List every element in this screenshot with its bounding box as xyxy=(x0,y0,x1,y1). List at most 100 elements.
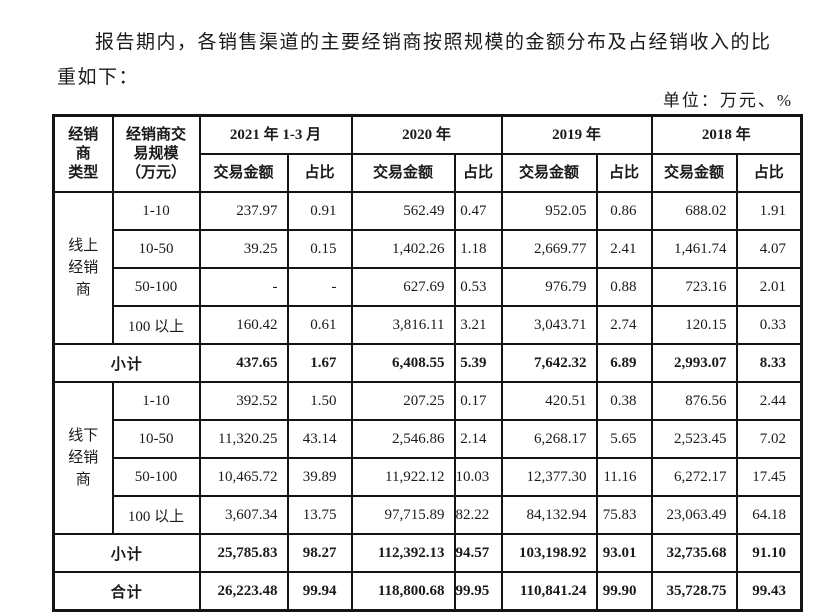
table-header: 经销 商 类型 经销商交 易规模 （万元） 2021 年 1-3 月 2020 … xyxy=(52,114,803,193)
amount-cell: 1,402.26 xyxy=(350,229,456,269)
amount-cell: 7,642.32 xyxy=(500,343,598,383)
amount-cell: 160.42 xyxy=(198,305,289,345)
ratio-cell: 99.43 xyxy=(735,571,803,612)
ratio-cell: 10.03 xyxy=(453,457,503,497)
amount-cell: 35,728.75 xyxy=(650,571,738,612)
amount-cell: 1,461.74 xyxy=(650,229,738,269)
distributor-table: 经销 商 类型 经销商交 易规模 （万元） 2021 年 1-3 月 2020 … xyxy=(52,114,804,612)
amount-cell: 2,993.07 xyxy=(650,343,738,383)
dealer-type-online-cell: 线上 经销 商 xyxy=(52,191,114,345)
amount-cell: 2,523.45 xyxy=(650,419,738,459)
header-ratio-2018: 占比 xyxy=(735,153,803,193)
ratio-cell: 4.07 xyxy=(735,229,803,269)
amount-cell: 103,198.92 xyxy=(500,533,598,573)
amount-cell: 437.65 xyxy=(198,343,289,383)
scale-cell: 100 以上 xyxy=(111,305,201,345)
ratio-cell: 0.86 xyxy=(595,191,653,231)
ratio-cell: 3.21 xyxy=(453,305,503,345)
amount-cell: 26,223.48 xyxy=(198,571,289,612)
amount-cell: 207.25 xyxy=(350,381,456,421)
ratio-cell: 2.74 xyxy=(595,305,653,345)
ratio-cell: 0.15 xyxy=(286,229,353,269)
header-ratio-2021: 占比 xyxy=(286,153,353,193)
scale-cell: 50-100 xyxy=(111,267,201,307)
header-amount-2019: 交易金额 xyxy=(500,153,598,193)
amount-cell: 876.56 xyxy=(650,381,738,421)
ratio-cell: 8.33 xyxy=(735,343,803,383)
header-ratio-2019: 占比 xyxy=(595,153,653,193)
ratio-cell: 99.95 xyxy=(453,571,503,612)
amount-cell: 32,735.68 xyxy=(650,533,738,573)
ratio-cell: - xyxy=(286,267,353,307)
header-amount-2021: 交易金额 xyxy=(198,153,289,193)
amount-cell: 627.69 xyxy=(350,267,456,307)
ratio-cell: 98.27 xyxy=(286,533,353,573)
ratio-cell: 0.33 xyxy=(735,305,803,345)
ratio-cell: 99.90 xyxy=(595,571,653,612)
amount-cell: 3,816.11 xyxy=(350,305,456,345)
ratio-cell: 6.89 xyxy=(595,343,653,383)
header-amount-2018: 交易金额 xyxy=(650,153,738,193)
ratio-cell: 1.18 xyxy=(453,229,503,269)
ratio-cell: 82.22 xyxy=(453,495,503,535)
scale-cell: 100 以上 xyxy=(111,495,201,535)
ratio-cell: 39.89 xyxy=(286,457,353,497)
ratio-cell: 0.61 xyxy=(286,305,353,345)
amount-cell: 25,785.83 xyxy=(198,533,289,573)
scale-cell: 50-100 xyxy=(111,457,201,497)
ratio-cell: 1.67 xyxy=(286,343,353,383)
header-period-2020: 2020 年 xyxy=(350,114,503,155)
amount-cell: 39.25 xyxy=(198,229,289,269)
header-row-periods: 经销 商 类型 经销商交 易规模 （万元） 2021 年 1-3 月 2020 … xyxy=(52,114,803,193)
header-period-2018: 2018 年 xyxy=(650,114,803,155)
ratio-cell: 0.91 xyxy=(286,191,353,231)
ratio-cell: 17.45 xyxy=(735,457,803,497)
amount-cell: 118,800.68 xyxy=(350,571,456,612)
table-row: 50-100 - - 627.69 0.53 976.79 0.88 723.1… xyxy=(54,267,803,307)
amount-cell: 6,272.17 xyxy=(650,457,738,497)
header-amount-2020: 交易金额 xyxy=(350,153,456,193)
ratio-cell: 75.83 xyxy=(595,495,653,535)
header-ratio-2020: 占比 xyxy=(453,153,503,193)
amount-cell: 84,132.94 xyxy=(500,495,598,535)
amount-cell: - xyxy=(198,267,289,307)
document-page: 报告期内，各销售渠道的主要经销商按照规模的金额分布及占经销收入的比 重如下： 单… xyxy=(52,25,804,612)
amount-cell: 2,546.86 xyxy=(350,419,456,459)
dealer-type-offline-cell: 线下 经销 商 xyxy=(52,381,114,535)
ratio-cell: 64.18 xyxy=(735,495,803,535)
amount-cell: 10,465.72 xyxy=(198,457,289,497)
amount-cell: 237.97 xyxy=(198,191,289,231)
intro-paragraph: 报告期内，各销售渠道的主要经销商按照规模的金额分布及占经销收入的比 重如下： xyxy=(57,25,797,95)
amount-cell: 12,377.30 xyxy=(500,457,598,497)
ratio-cell: 99.94 xyxy=(286,571,353,612)
amount-cell: 3,043.71 xyxy=(500,305,598,345)
subtotal-label: 小计 xyxy=(52,343,201,383)
ratio-cell: 93.01 xyxy=(595,533,653,573)
amount-cell: 420.51 xyxy=(500,381,598,421)
amount-cell: 723.16 xyxy=(650,267,738,307)
amount-cell: 688.02 xyxy=(650,191,738,231)
table-row: 50-100 10,465.72 39.89 11,922.12 10.03 1… xyxy=(54,457,803,497)
scale-cell: 1-10 xyxy=(111,381,201,421)
amount-cell: 23,063.49 xyxy=(650,495,738,535)
amount-cell: 3,607.34 xyxy=(198,495,289,535)
amount-cell: 120.15 xyxy=(650,305,738,345)
header-scale: 经销商交 易规模 （万元） xyxy=(111,114,201,193)
total-label: 合计 xyxy=(52,571,201,612)
header-period-2021: 2021 年 1-3 月 xyxy=(198,114,353,155)
table-row: 10-50 11,320.25 43.14 2,546.86 2.14 6,26… xyxy=(54,419,803,459)
subtotal-label: 小计 xyxy=(52,533,201,573)
table-row: 线下 经销 商 1-10 392.52 1.50 207.25 0.17 420… xyxy=(52,381,803,535)
header-row-metrics: 交易金额 占比 交易金额 占比 交易金额 占比 交易金额 占比 xyxy=(54,153,803,193)
total-row: 合计 26,223.48 99.94 118,800.68 99.95 110,… xyxy=(52,571,803,612)
ratio-cell: 2.01 xyxy=(735,267,803,307)
ratio-cell: 0.47 xyxy=(453,191,503,231)
amount-cell: 392.52 xyxy=(198,381,289,421)
ratio-cell: 43.14 xyxy=(286,419,353,459)
table-row: 线上 经销 商 1-10 237.97 0.91 562.49 0.47 952… xyxy=(52,191,803,345)
table-row: 100 以上 3,607.34 13.75 97,715.89 82.22 84… xyxy=(54,495,803,535)
intro-line-1: 报告期内，各销售渠道的主要经销商按照规模的金额分布及占经销收入的比 xyxy=(95,32,772,53)
ratio-cell: 0.88 xyxy=(595,267,653,307)
amount-cell: 97,715.89 xyxy=(350,495,456,535)
ratio-cell: 2.41 xyxy=(595,229,653,269)
